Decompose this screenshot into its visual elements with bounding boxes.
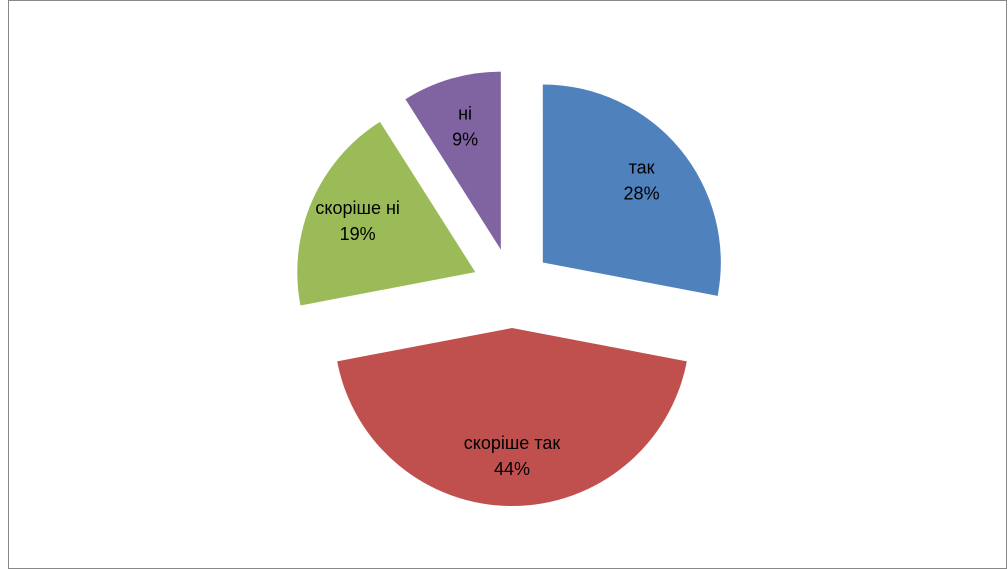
slice-value-label: 9%: [452, 129, 478, 149]
pie-slice: [542, 84, 721, 296]
slice-category-label: скоріше ні: [315, 198, 400, 218]
slice-category-label: ні: [458, 103, 472, 123]
slice-value-label: 44%: [494, 459, 530, 479]
slice-category-label: так: [629, 158, 655, 178]
pie-slice: [337, 328, 687, 506]
slice-value-label: 28%: [624, 184, 660, 204]
slice-category-label: скоріше так: [464, 433, 561, 453]
pie-slice: [405, 71, 501, 250]
slice-value-label: 19%: [340, 224, 376, 244]
pie-slice: [297, 121, 476, 306]
